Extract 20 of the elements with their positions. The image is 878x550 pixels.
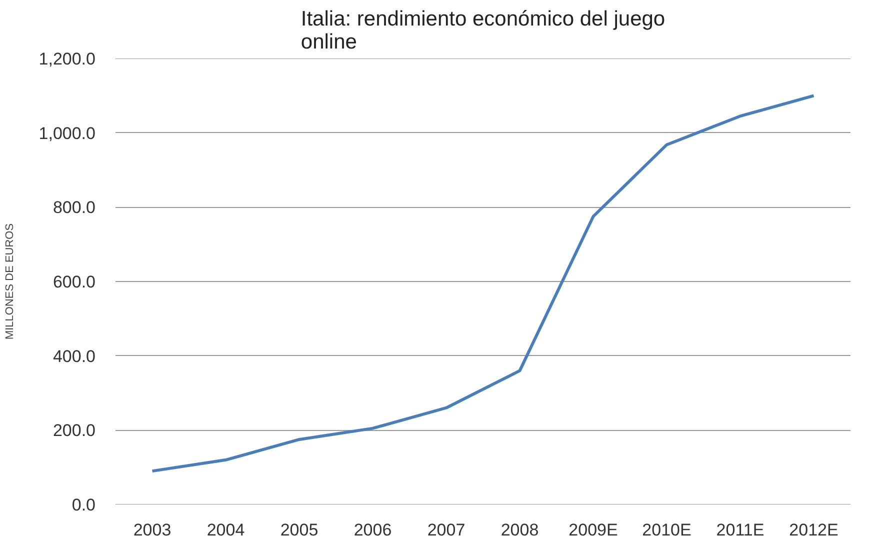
x-tick-label: 2004 xyxy=(206,520,245,540)
x-tick-label: 2005 xyxy=(280,520,318,540)
y-tick-label: 200.0 xyxy=(52,421,96,440)
x-tick-label: 2008 xyxy=(500,520,539,540)
line-series xyxy=(150,94,816,473)
y-tick-label: 1,000.0 xyxy=(38,124,96,143)
x-tick-label: 2007 xyxy=(427,520,466,540)
y-tick-label: 1,200.0 xyxy=(38,50,96,68)
x-tick-label: 2003 xyxy=(133,520,172,540)
x-tick-label: 2011E xyxy=(716,520,764,540)
chart-title: Italia: rendimiento económico del juego online xyxy=(300,8,666,54)
x-tick-label: 2012E xyxy=(789,520,838,540)
y-tick-label: 600.0 xyxy=(52,272,96,292)
x-tick-label: 2006 xyxy=(354,520,392,540)
y-tick-label: 0.0 xyxy=(72,496,96,514)
x-tick-label: 2009E xyxy=(568,520,618,540)
y-tick-label: 800.0 xyxy=(52,198,96,218)
x-tick-label: 2010E xyxy=(642,520,692,540)
y-tick-label: 400.0 xyxy=(52,346,96,366)
y-axis-title: MILLONES DE EUROS xyxy=(4,223,16,340)
